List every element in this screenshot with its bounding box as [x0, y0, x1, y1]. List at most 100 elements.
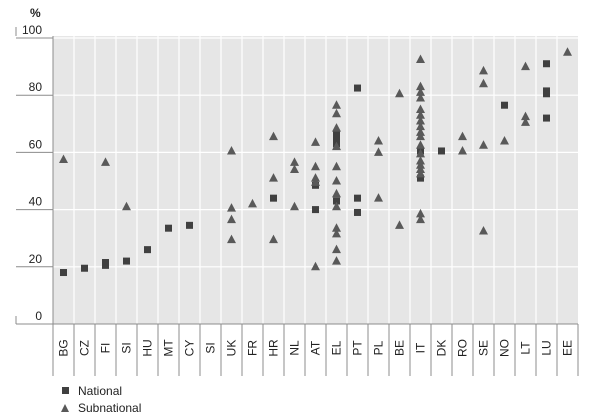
- subnational-point: [269, 131, 278, 141]
- subnational-point: [374, 193, 383, 202]
- national-point: [438, 147, 445, 155]
- x-category-label: PL: [372, 340, 386, 355]
- national-point: [333, 130, 340, 138]
- subnational-point: [416, 164, 425, 174]
- subnational-point: [311, 137, 320, 146]
- subnational-point: [416, 155, 425, 165]
- subnational-point: [311, 261, 320, 271]
- legend-item-national: National: [58, 382, 141, 399]
- national-point: [144, 246, 151, 254]
- subnational-point: [521, 111, 530, 121]
- subnational-point: [311, 161, 320, 171]
- x-category-label: SI: [120, 342, 134, 353]
- legend: National Subnational: [58, 382, 141, 416]
- national-point: [312, 206, 319, 214]
- subnational-point: [500, 135, 509, 145]
- x-category-label: BE: [393, 340, 407, 356]
- y-tick-label: 0: [35, 309, 42, 323]
- subnational-point: [416, 140, 425, 149]
- subnational-point: [332, 161, 341, 171]
- subnational-point: [227, 234, 236, 244]
- subnational-point: [290, 164, 299, 174]
- subnational-point: [332, 141, 341, 151]
- national-point: [417, 174, 424, 182]
- subnational-point: [332, 201, 341, 211]
- subnational-point: [290, 201, 299, 211]
- subnational-point: [479, 226, 488, 235]
- subnational-point: [416, 127, 425, 136]
- subnational-point: [332, 223, 341, 232]
- subnational-point: [374, 147, 383, 156]
- y-tick-label: 100: [22, 23, 42, 37]
- subnational-point: [521, 117, 530, 126]
- national-point: [543, 114, 550, 122]
- national-point: [165, 224, 172, 232]
- x-category-label: PT: [351, 340, 365, 356]
- subnational-point: [332, 188, 341, 198]
- y-tick-label: 20: [29, 252, 43, 266]
- subnational-point: [521, 61, 530, 71]
- subnational-point: [416, 208, 425, 218]
- legend-item-subnational: Subnational: [58, 399, 141, 416]
- x-category-label: LU: [540, 340, 554, 355]
- x-category-label: MT: [162, 339, 176, 357]
- x-category-label: AT: [309, 340, 323, 355]
- x-category-label: SE: [477, 340, 491, 356]
- subnational-point: [416, 93, 425, 102]
- national-point: [333, 134, 340, 142]
- subnational-point: [332, 123, 341, 132]
- subnational-point: [227, 214, 236, 224]
- national-point: [186, 221, 193, 229]
- national-point: [543, 87, 550, 95]
- subnational-point: [332, 100, 341, 109]
- subnational-point: [395, 220, 404, 229]
- subnational-point: [332, 228, 341, 238]
- y-tick-label: 40: [29, 195, 43, 209]
- subnational-point: [374, 135, 383, 145]
- legend-label-subnational: Subnational: [78, 400, 142, 415]
- subnational-point: [311, 173, 320, 182]
- subnational-point: [122, 201, 131, 211]
- subnational-point: [269, 173, 278, 182]
- national-point: [270, 194, 277, 202]
- national-point: [333, 197, 340, 205]
- data-points: [59, 47, 572, 277]
- x-category-label: UK: [225, 340, 239, 357]
- national-point: [354, 84, 361, 92]
- subnational-point: [290, 157, 299, 166]
- subnational-point: [479, 65, 488, 75]
- national-point: [354, 208, 361, 216]
- axes: [15, 27, 579, 376]
- x-category-label: CY: [183, 340, 197, 357]
- subnational-point: [395, 88, 404, 98]
- subnational-point: [101, 157, 110, 166]
- subnational-point: [479, 140, 488, 149]
- subnational-point: [416, 214, 425, 224]
- national-point: [543, 60, 550, 68]
- subnational-point: [311, 177, 320, 186]
- x-category-label: FI: [99, 343, 113, 354]
- subnational-point: [563, 47, 572, 56]
- subnational-point: [416, 148, 425, 158]
- y-tick-label: 80: [29, 80, 43, 94]
- subnational-point: [416, 131, 425, 141]
- national-point: [354, 194, 361, 202]
- gridlines: [53, 36, 578, 324]
- subnational-point: [416, 104, 425, 113]
- subnational-point: [479, 78, 488, 88]
- subnational-point: [416, 160, 425, 169]
- subnational-point: [59, 154, 68, 164]
- subnational-point: [416, 87, 425, 96]
- x-category-label: EE: [561, 340, 575, 356]
- y-tick-labels: 0 20 40 60 80 100: [22, 23, 42, 323]
- legend-label-national: National: [78, 383, 123, 398]
- x-category-label: RO: [456, 339, 470, 357]
- x-category-label: IT: [414, 342, 428, 353]
- x-category-label: CZ: [78, 340, 92, 356]
- national-point: [501, 101, 508, 109]
- subnational-point: [416, 110, 425, 119]
- x-category-label: LT: [519, 341, 533, 355]
- y-tick-label: 60: [29, 137, 43, 151]
- x-category-label: DK: [435, 340, 449, 357]
